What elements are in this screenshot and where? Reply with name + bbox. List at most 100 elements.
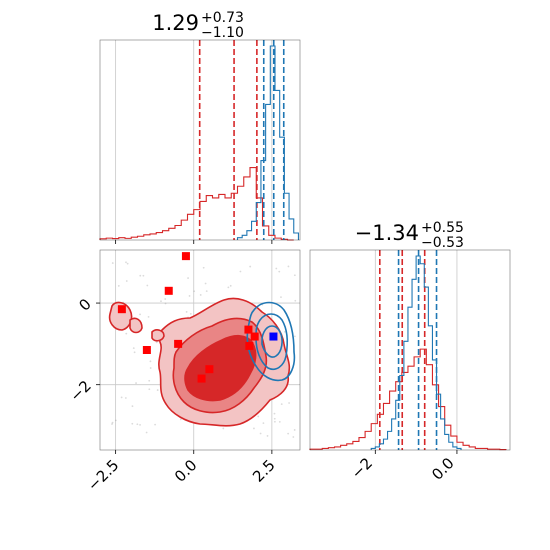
blue-contour-inner [261, 325, 283, 358]
marginal-histogram-2: −2 0.0 −1.34 +0.55 −0.53 [309, 220, 511, 484]
scatter-point [179, 418, 182, 421]
scatter-point [148, 379, 151, 382]
red-marker-6 [197, 374, 206, 383]
scatter-point [293, 429, 296, 431]
marginal-1-title-plus: +0.73 [201, 10, 244, 26]
scatter-point [293, 274, 296, 277]
red-contour-inner [184, 334, 257, 402]
scatter-point [202, 266, 205, 269]
red-marker-5 [205, 365, 214, 374]
scatter-point [131, 405, 134, 408]
scatter-point [280, 403, 283, 406]
scatter-point [292, 436, 295, 438]
marginal-1-frame [99, 39, 301, 241]
joint-frame [99, 249, 301, 451]
marginal-2-xtick-label-0: −2 [348, 454, 376, 482]
scatter-point [147, 315, 150, 318]
scatter-point [222, 427, 225, 430]
scatter-point [278, 270, 281, 273]
scatter-point [189, 312, 192, 315]
scatter-point [149, 360, 152, 363]
red-marker-7 [244, 325, 253, 334]
joint-ytick-label-0: −2 [66, 377, 94, 405]
scatter-point [227, 286, 230, 289]
scatter-point [133, 351, 136, 354]
scatter-point [154, 423, 157, 426]
scatter-point [139, 274, 142, 277]
scatter-point [146, 284, 149, 287]
scatter-point [266, 435, 269, 437]
scatter-point [160, 300, 162, 303]
scatter-point [262, 422, 265, 425]
marginal-2-title-minus: −0.53 [421, 235, 464, 251]
scatter-point [249, 265, 252, 268]
scatter-point [124, 397, 127, 399]
scatter-point [155, 341, 158, 344]
scatter-point [188, 295, 191, 297]
scatter-point [111, 262, 114, 264]
scatter-point [148, 388, 151, 391]
red-marker-2 [117, 305, 126, 314]
scatter-point [164, 298, 167, 300]
scatter-point [293, 335, 296, 338]
scatter-point [287, 432, 290, 435]
scatter-point [135, 382, 137, 384]
scatter-point [273, 420, 276, 423]
red-marker-9 [250, 332, 259, 341]
scatter-point [204, 282, 207, 285]
scatter-point [278, 420, 281, 423]
marginal-1-step-series-0 [99, 166, 294, 241]
scatter-point [283, 330, 286, 333]
scatter-point [193, 290, 196, 293]
marginal-1-title-minus: −1.10 [201, 25, 244, 41]
marginal-2-title-plus: +0.55 [421, 220, 464, 236]
joint-xtick-label-0: −2.5 [84, 456, 122, 494]
scatter-point [149, 367, 152, 369]
red-marker-8 [245, 341, 254, 350]
marginal-1-title-value: 1.29 [152, 11, 199, 35]
scatter-point [187, 277, 189, 279]
scatter-point [120, 396, 123, 399]
red-marker-3 [142, 346, 151, 354]
marginal-2-xtick-label-1: 0.0 [428, 454, 458, 484]
scatter-point [126, 262, 129, 265]
scatter-point [139, 423, 141, 426]
blue-marker [269, 332, 278, 341]
scatter-point [257, 415, 260, 418]
joint-contour-panel: −2.5 0.0 2.5 −2 0 [66, 249, 301, 495]
marginal-2-step-series-0 [309, 348, 507, 451]
marginal-1-step-series-1 [236, 45, 299, 240]
scatter-point [125, 280, 128, 282]
marginal-2-frame [309, 249, 511, 451]
scatter-point [280, 296, 282, 299]
scatter-point [229, 284, 232, 287]
joint-ytick-label-1: 0 [75, 295, 94, 314]
red-marker-0 [181, 252, 190, 261]
red-marker-1 [164, 286, 173, 295]
scatter-point [199, 294, 202, 296]
scatter-point [111, 421, 114, 424]
scatter-point [136, 423, 139, 426]
scatter-point [139, 313, 141, 316]
scatter-point [125, 261, 127, 264]
red-marker-4 [174, 339, 183, 348]
marginal-2-step-series-1 [370, 255, 462, 450]
scatter-point [164, 302, 167, 305]
joint-xtick-label-2: 2.5 [249, 456, 279, 486]
red-contour-outer-blob-3 [151, 329, 165, 342]
scatter-point [205, 290, 208, 293]
scatter-point [294, 299, 297, 302]
scatter-point [131, 422, 134, 425]
scatter-point [185, 311, 188, 313]
scatter-point [239, 270, 242, 273]
scatter-point [156, 389, 159, 391]
red-contour-outer-blob-2 [129, 317, 143, 334]
scatter-point [287, 265, 290, 268]
marginal-histogram-1: 1.29 +0.73 −1.10 [99, 10, 301, 241]
scatter-point [273, 417, 276, 420]
scatter-point [117, 285, 120, 287]
scatter-point [253, 427, 255, 430]
scatter-point [125, 332, 128, 335]
scatter-point [145, 431, 148, 434]
